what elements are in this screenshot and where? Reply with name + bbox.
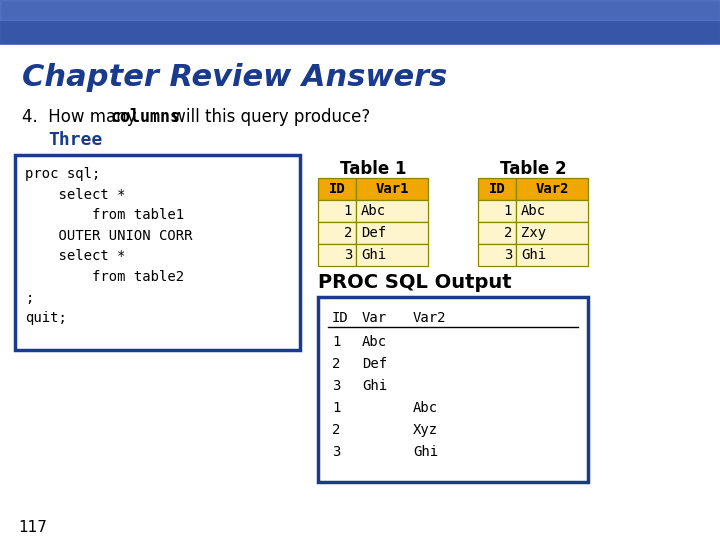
Bar xyxy=(478,222,516,244)
Text: 4.  How many: 4. How many xyxy=(22,108,142,126)
Bar xyxy=(318,178,356,200)
Bar xyxy=(0,0,720,20)
Bar xyxy=(356,244,428,266)
Text: PROC SQL Output: PROC SQL Output xyxy=(318,273,512,292)
Bar xyxy=(516,244,588,266)
Text: 1: 1 xyxy=(332,401,341,415)
Text: 2: 2 xyxy=(503,226,512,240)
Text: Abc: Abc xyxy=(413,401,438,415)
Bar xyxy=(356,200,428,222)
Bar xyxy=(0,0,720,45)
Text: columns: columns xyxy=(111,108,181,126)
Bar xyxy=(15,155,300,350)
Bar xyxy=(318,297,588,482)
Text: ID: ID xyxy=(332,311,348,325)
Text: Table 2: Table 2 xyxy=(500,160,567,178)
Text: 3: 3 xyxy=(343,248,352,262)
Bar xyxy=(318,222,356,244)
Bar xyxy=(356,222,428,244)
Text: 117: 117 xyxy=(18,521,47,536)
Text: Ghi: Ghi xyxy=(521,248,546,262)
Text: Def: Def xyxy=(362,357,387,371)
Text: proc sql;
    select *
        from table1
    OUTER UNION CORR
    select *
   : proc sql; select * from table1 OUTER UNI… xyxy=(25,167,192,325)
Text: Three: Three xyxy=(48,131,102,149)
Text: 3: 3 xyxy=(332,379,341,393)
Bar xyxy=(318,200,356,222)
Bar xyxy=(478,244,516,266)
Text: 1: 1 xyxy=(332,335,341,349)
Bar xyxy=(516,178,588,200)
Text: Table 1: Table 1 xyxy=(340,160,406,178)
Text: 3: 3 xyxy=(503,248,512,262)
Text: Var2: Var2 xyxy=(535,182,569,196)
Text: 1: 1 xyxy=(503,204,512,218)
Text: Var: Var xyxy=(362,311,387,325)
Text: 2: 2 xyxy=(332,357,341,371)
Text: 3: 3 xyxy=(332,445,341,459)
Text: Def: Def xyxy=(361,226,386,240)
Text: Zxy: Zxy xyxy=(521,226,546,240)
Text: Ghi: Ghi xyxy=(362,379,387,393)
Text: 2: 2 xyxy=(332,423,341,437)
Text: Chapter Review Answers: Chapter Review Answers xyxy=(22,63,447,91)
Bar xyxy=(478,200,516,222)
Text: ID: ID xyxy=(489,182,505,196)
Text: 1: 1 xyxy=(343,204,352,218)
Text: 2: 2 xyxy=(343,226,352,240)
Text: Ghi: Ghi xyxy=(361,248,386,262)
Bar xyxy=(478,178,516,200)
Text: will this query produce?: will this query produce? xyxy=(167,108,370,126)
Text: Ghi: Ghi xyxy=(413,445,438,459)
Text: Xyz: Xyz xyxy=(413,423,438,437)
Text: Abc: Abc xyxy=(362,335,387,349)
Text: Var2: Var2 xyxy=(413,311,446,325)
Bar xyxy=(356,178,428,200)
Bar xyxy=(516,222,588,244)
Text: ID: ID xyxy=(328,182,346,196)
Bar xyxy=(0,0,720,45)
Bar xyxy=(516,200,588,222)
Bar xyxy=(318,244,356,266)
Text: Abc: Abc xyxy=(361,204,386,218)
Text: Abc: Abc xyxy=(521,204,546,218)
Text: Var1: Var1 xyxy=(375,182,409,196)
